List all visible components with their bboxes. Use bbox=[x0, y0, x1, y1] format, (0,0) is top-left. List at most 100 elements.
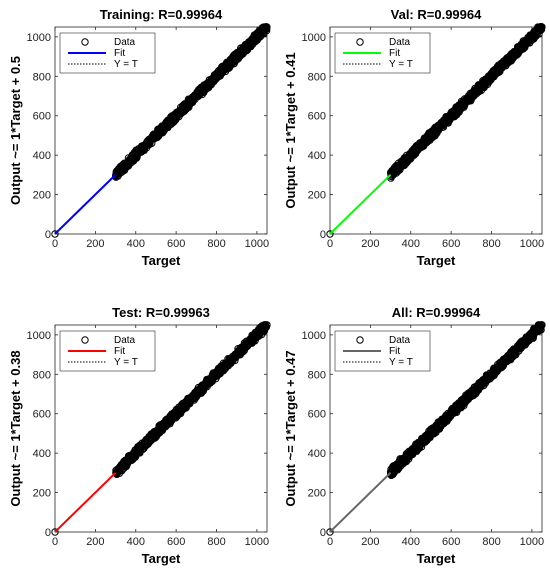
data-point bbox=[153, 128, 161, 136]
data-point bbox=[447, 108, 456, 117]
data-point bbox=[193, 389, 201, 398]
y-tick-label: 600 bbox=[308, 111, 326, 123]
data-point bbox=[240, 342, 248, 350]
x-tick-label: 800 bbox=[482, 238, 500, 250]
data-point bbox=[246, 338, 254, 346]
x-tick-label: 1000 bbox=[520, 536, 544, 548]
data-point bbox=[460, 401, 468, 410]
data-point bbox=[326, 230, 334, 238]
y-axis-label: Output ~= 1*Target + 0.47 bbox=[283, 350, 298, 506]
data-point bbox=[483, 80, 492, 89]
data-point bbox=[507, 54, 516, 63]
x-tick-label: 200 bbox=[361, 536, 379, 548]
data-point bbox=[403, 451, 411, 459]
legend-label-identity: Y = T bbox=[114, 59, 138, 70]
data-point bbox=[226, 61, 234, 69]
data-point bbox=[208, 377, 216, 385]
data-point bbox=[412, 145, 420, 153]
y-tick-label: 600 bbox=[33, 409, 51, 421]
data-point bbox=[443, 116, 451, 124]
data-point bbox=[412, 148, 420, 156]
y-tick-label: 1000 bbox=[27, 330, 51, 342]
data-point bbox=[183, 103, 191, 111]
data-point bbox=[142, 439, 150, 447]
x-tick-label: 0 bbox=[52, 238, 58, 250]
data-point bbox=[228, 357, 236, 366]
legend-label-fit: Fit bbox=[389, 346, 400, 357]
data-point bbox=[516, 341, 524, 349]
data-point bbox=[198, 86, 207, 95]
data-point bbox=[186, 395, 195, 404]
data-point bbox=[507, 353, 516, 362]
data-point bbox=[430, 428, 438, 437]
y-tick-label: 200 bbox=[308, 190, 326, 202]
data-point bbox=[393, 163, 401, 171]
data-point bbox=[233, 50, 242, 58]
data-point bbox=[224, 359, 232, 368]
data-point bbox=[118, 168, 126, 176]
data-point bbox=[484, 77, 492, 86]
data-point bbox=[119, 463, 127, 471]
data-point bbox=[446, 116, 454, 124]
data-point bbox=[206, 80, 214, 89]
legend-data-marker bbox=[81, 38, 89, 46]
data-point bbox=[227, 358, 235, 367]
x-axis-label: Target bbox=[142, 551, 181, 566]
data-point bbox=[538, 23, 546, 31]
data-point bbox=[251, 37, 259, 46]
data-point bbox=[230, 55, 238, 63]
y-tick-label: 0 bbox=[45, 527, 51, 539]
x-tick-label: 1000 bbox=[245, 238, 269, 250]
legend-label-fit: Fit bbox=[114, 346, 125, 357]
data-point bbox=[153, 427, 162, 436]
data-point bbox=[386, 169, 395, 177]
data-point bbox=[469, 389, 477, 397]
data-point bbox=[498, 363, 506, 371]
x-tick-label: 0 bbox=[327, 536, 333, 548]
chart-title: Val: R=0.99964 bbox=[391, 7, 482, 22]
data-point bbox=[393, 464, 401, 472]
data-point bbox=[498, 58, 507, 67]
x-tick-label: 200 bbox=[361, 238, 379, 250]
data-point bbox=[124, 456, 133, 464]
data-point bbox=[180, 404, 189, 412]
data-point bbox=[262, 23, 271, 32]
legend-label-fit: Fit bbox=[389, 48, 400, 59]
data-point bbox=[133, 147, 141, 155]
x-tick-label: 1000 bbox=[245, 536, 269, 548]
data-point bbox=[535, 23, 544, 31]
data-point bbox=[514, 44, 522, 52]
y-tick-label: 400 bbox=[308, 448, 326, 460]
data-point bbox=[491, 65, 500, 73]
chart-title: All: R=0.99964 bbox=[392, 305, 481, 320]
data-point bbox=[134, 445, 143, 453]
x-axis-label: Target bbox=[417, 551, 456, 566]
data-point bbox=[51, 230, 59, 238]
data-point bbox=[120, 160, 128, 168]
legend-label-data: Data bbox=[389, 335, 411, 346]
data-point bbox=[450, 404, 458, 413]
data-point bbox=[112, 468, 120, 477]
x-tick-label: 400 bbox=[127, 238, 145, 250]
data-point bbox=[397, 455, 406, 464]
data-point bbox=[161, 420, 170, 428]
data-point bbox=[438, 118, 447, 126]
legend-label-identity: Y = T bbox=[389, 59, 413, 70]
legend-label-fit: Fit bbox=[114, 48, 125, 59]
data-point bbox=[114, 465, 122, 473]
data-point bbox=[431, 423, 439, 432]
data-point bbox=[401, 453, 409, 462]
panel-0: 0 200 400 600 800 1000 0 200 400 600 800 1000 Traini… bbox=[8, 7, 271, 268]
data-point bbox=[220, 64, 228, 72]
y-tick-label: 0 bbox=[320, 229, 326, 241]
data-point bbox=[260, 323, 268, 331]
data-point bbox=[501, 354, 510, 363]
data-point bbox=[500, 358, 509, 367]
x-tick-label: 400 bbox=[402, 536, 420, 548]
data-point bbox=[230, 51, 238, 59]
y-tick-label: 200 bbox=[33, 488, 51, 500]
data-point bbox=[191, 390, 200, 398]
fit-line bbox=[54, 472, 117, 533]
data-point bbox=[184, 102, 192, 110]
data-point bbox=[113, 167, 121, 175]
